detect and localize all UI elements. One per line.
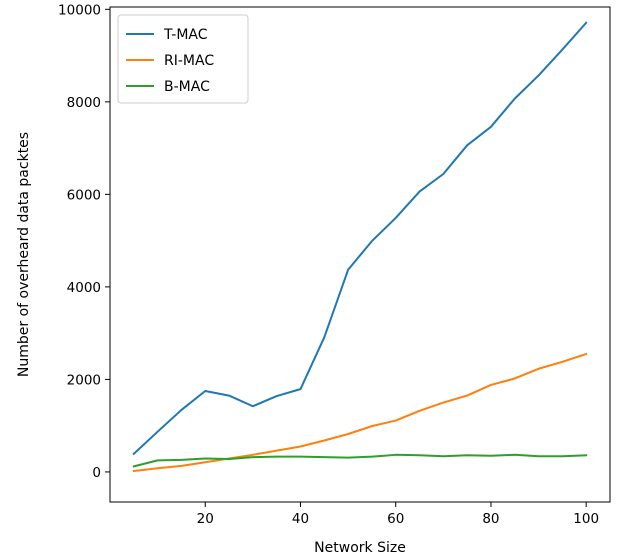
series-line-ri-mac xyxy=(132,352,588,473)
y-tick-label: 0 xyxy=(92,465,101,481)
legend: T-MAC RI-MAC B-MAC xyxy=(117,14,249,104)
y-tick-label: 8000 xyxy=(67,95,101,111)
x-tick-label: 80 xyxy=(482,511,499,527)
x-axis-title: Network Size xyxy=(314,540,406,556)
x-tick-label: 20 xyxy=(197,511,214,527)
x-axis: 20 40 60 80 100 xyxy=(197,502,599,527)
plot-frame xyxy=(109,6,611,503)
x-tick-label: 100 xyxy=(573,511,599,527)
y-tick-label: 6000 xyxy=(67,187,101,203)
legend-box xyxy=(117,14,249,104)
x-tick-label: 60 xyxy=(387,511,404,527)
series-line-t-mac xyxy=(132,21,588,456)
legend-label: RI-MAC xyxy=(164,53,214,69)
legend-label: B-MAC xyxy=(164,79,210,95)
series-line-b-mac xyxy=(132,453,588,468)
series-layer xyxy=(132,21,588,473)
y-tick-label: 2000 xyxy=(67,372,101,388)
y-axis-title: Number of overheard data packtes xyxy=(16,132,32,377)
y-axis: 0 2000 4000 6000 8000 10000 xyxy=(58,2,110,481)
legend-label: T-MAC xyxy=(163,27,208,43)
y-tick-label: 4000 xyxy=(67,280,101,296)
x-tick-label: 40 xyxy=(292,511,309,527)
y-tick-label: 10000 xyxy=(58,2,101,18)
